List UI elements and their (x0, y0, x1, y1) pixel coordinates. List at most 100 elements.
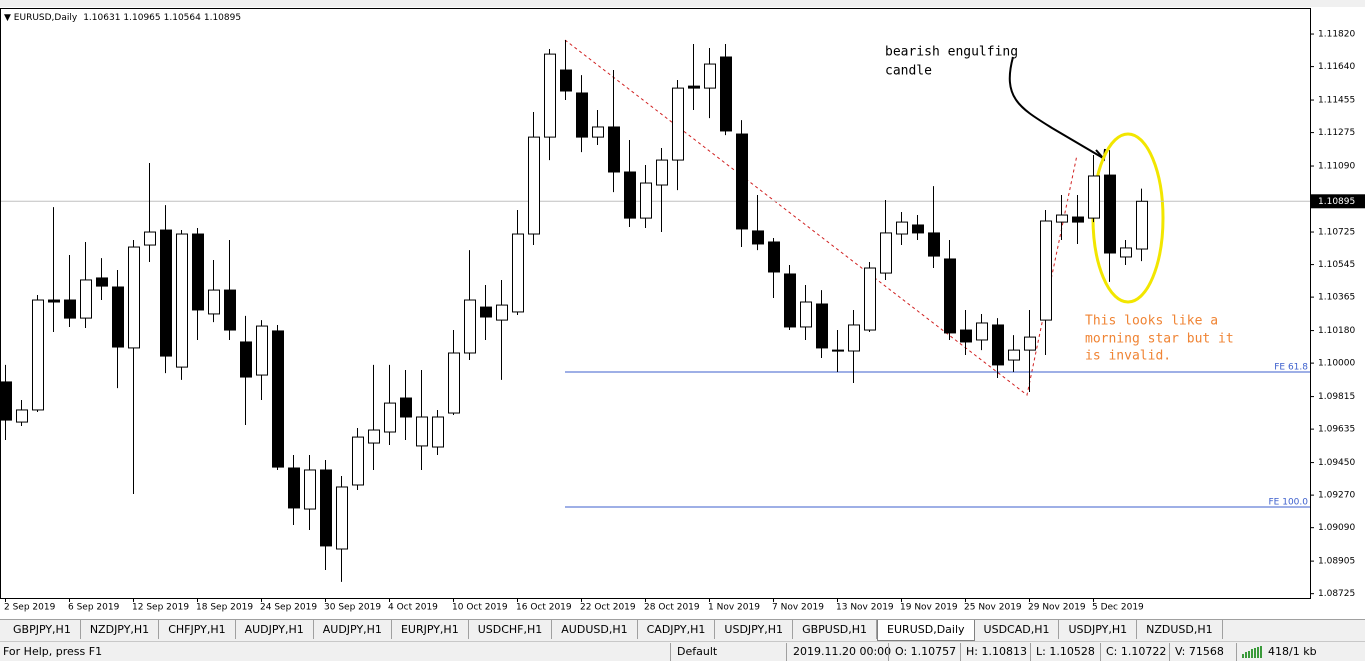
header-high: 1.10965 (123, 13, 160, 23)
chart-tab[interactable]: GBPUSD,H1 (793, 620, 878, 639)
candle-body (16, 409, 28, 423)
candle-body (272, 330, 284, 468)
candle-body (736, 133, 748, 230)
candle-body (416, 416, 428, 447)
status-time: 2019.11.20 00:00 (793, 645, 892, 658)
candle-body (368, 429, 380, 444)
candle-body (1088, 175, 1100, 219)
status-close: C: 1.10722 (1106, 645, 1167, 658)
y-tick-label: 1.10545 (1318, 260, 1355, 270)
chart-tab[interactable]: USDCHF,H1 (469, 620, 553, 639)
chart-tab[interactable]: USDJPY,H1 (1059, 620, 1138, 639)
x-tick-label: 6 Sep 2019 (68, 603, 120, 613)
status-profile: Default (677, 645, 718, 658)
candle-body (784, 273, 796, 328)
candle-body (480, 306, 492, 318)
chart-tab[interactable]: NZDUSD,H1 (1137, 620, 1223, 639)
chart-tab[interactable]: EURUSD,Daily (877, 620, 975, 641)
x-tick-label: 10 Oct 2019 (452, 603, 508, 613)
x-tick-label: 2 Sep 2019 (4, 603, 56, 613)
candle-body (400, 397, 412, 418)
chart-tab[interactable]: AUDJPY,H1 (314, 620, 392, 639)
divider (1236, 643, 1237, 661)
candle-body (304, 469, 316, 510)
level-label: FE 61.8 (1274, 362, 1308, 372)
chart-tab[interactable]: USDJPY,H1 (715, 620, 794, 639)
candle-body (912, 224, 924, 234)
candle-body (752, 230, 764, 245)
candle-body (320, 469, 332, 547)
x-tick-label: 28 Oct 2019 (644, 603, 700, 613)
x-tick-label: 18 Sep 2019 (196, 603, 253, 613)
candle-body (672, 87, 684, 161)
candle-body (928, 232, 940, 257)
candle-body (592, 126, 604, 138)
candle-body (96, 277, 108, 287)
candle-body (624, 171, 636, 219)
candle-body (880, 232, 892, 274)
candle-body (448, 352, 460, 414)
candle-body (0, 381, 12, 421)
chart: ▼ EURUSD,Daily 1.10631 1.10965 1.10564 1.108… (0, 0, 1365, 619)
divider (1030, 643, 1031, 661)
candle-body (544, 53, 556, 138)
price-tag-label: 1.10895 (1318, 197, 1355, 207)
header-low: 1.10564 (164, 13, 201, 23)
candle-body (336, 486, 348, 550)
y-tick-label: 1.11275 (1318, 128, 1355, 138)
y-tick-label: 1.10180 (1318, 326, 1355, 336)
chart-tab[interactable]: EURJPY,H1 (392, 620, 469, 639)
status-help: For Help, press F1 (3, 645, 103, 658)
chart-tab[interactable]: AUDJPY,H1 (236, 620, 314, 639)
candle-body (496, 304, 508, 321)
candle-body (1072, 216, 1084, 223)
candle-body (208, 289, 220, 315)
divider (888, 643, 889, 661)
chart-tab[interactable]: AUDUSD,H1 (552, 620, 638, 639)
candle-body (528, 136, 540, 235)
candle-body (640, 182, 652, 219)
chart-tab[interactable]: USDCAD,H1 (975, 620, 1060, 639)
candle-body (80, 279, 92, 319)
chart-tab[interactable]: GBPJPY,H1 (4, 620, 81, 639)
divider (786, 643, 787, 661)
chart-tab[interactable]: CHFJPY,H1 (159, 620, 236, 639)
candle-body (832, 349, 844, 352)
candle-body (384, 402, 396, 433)
chart-title: EURUSD,Daily (14, 13, 78, 23)
toolbar-strip (0, 0, 1365, 7)
candle-body (64, 299, 76, 319)
price-tag (1311, 194, 1365, 209)
status-bar: For Help, press F1 Default 2019.11.20 00… (0, 641, 1365, 661)
candle-body (192, 233, 204, 311)
candle-body (1120, 247, 1132, 258)
chart-tab[interactable]: CADJPY,H1 (638, 620, 716, 639)
candle-body (112, 286, 124, 348)
candle-body (1104, 174, 1116, 254)
y-tick-label: 1.08725 (1318, 589, 1355, 599)
x-tick-label: 22 Oct 2019 (580, 603, 636, 613)
chart-tab[interactable]: NZDJPY,H1 (81, 620, 160, 639)
y-tick-label: 1.10000 (1318, 359, 1355, 369)
candle-body (352, 436, 364, 486)
x-tick-label: 5 Dec 2019 (1092, 603, 1144, 613)
annotation: morning star but it (1085, 332, 1234, 347)
candle-body (864, 267, 876, 331)
candle-body (1024, 336, 1036, 351)
candle-body (976, 322, 988, 341)
status-open: O: 1.10757 (895, 645, 957, 658)
x-tick-label: 7 Nov 2019 (772, 603, 824, 613)
candle-body (720, 56, 732, 132)
level-label: FE 100.0 (1269, 498, 1309, 508)
candle-body (256, 325, 268, 376)
candle-body (688, 85, 700, 89)
candle-body (240, 341, 252, 378)
candle-body (1008, 349, 1020, 361)
divider (960, 643, 961, 661)
candle-body (768, 241, 780, 273)
y-tick-label: 1.11640 (1318, 62, 1355, 72)
candle-body (992, 324, 1004, 366)
candle-body (128, 246, 140, 349)
x-tick-label: 13 Nov 2019 (836, 603, 894, 613)
